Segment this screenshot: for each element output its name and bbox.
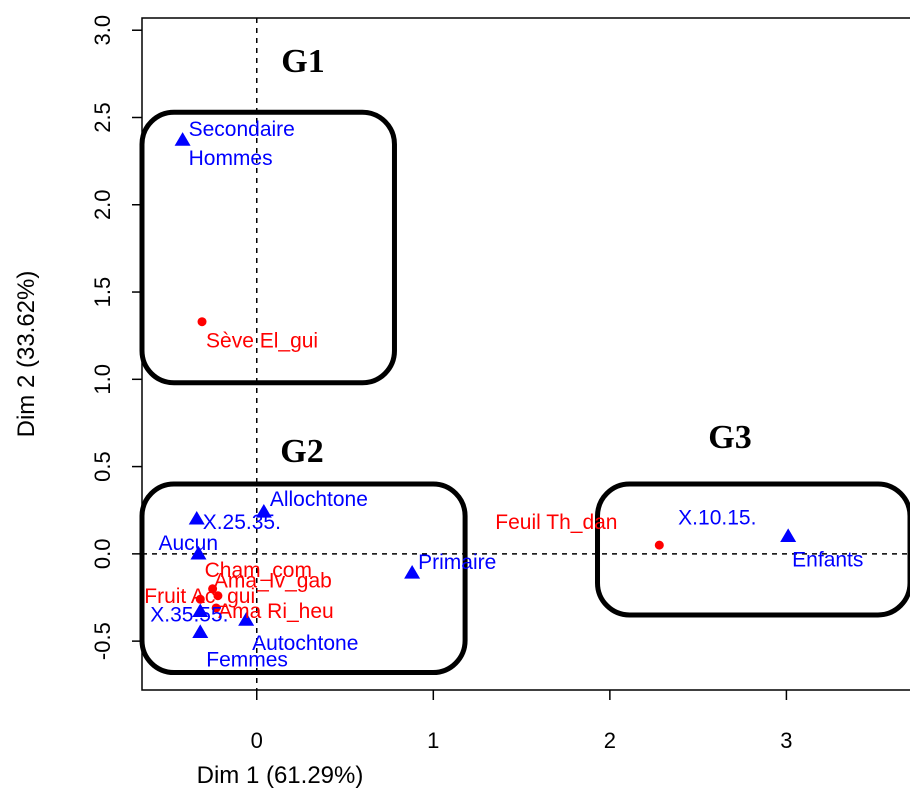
x-tick-label: 1: [427, 728, 439, 753]
point-label: Secondaire: [189, 118, 295, 141]
point-label: Primaire: [418, 551, 496, 574]
group-box-g1: [139, 109, 397, 386]
group-label-g3: G3: [708, 419, 751, 456]
point-label: X.10.15.: [678, 506, 756, 529]
point-label: X.35.55.: [150, 603, 228, 626]
point-label: Femmes: [206, 648, 288, 671]
point-marker: [192, 624, 209, 638]
point-marker: [192, 603, 209, 618]
point-marker: [780, 528, 797, 542]
point-marker: [208, 584, 218, 594]
point-label: Autochtone: [252, 632, 358, 655]
point-label: Hommes: [189, 147, 273, 170]
y-tick-label: 2.5: [90, 102, 115, 133]
x-axis: 0 1 2 3: [251, 690, 793, 753]
point-label: Ama Ri_heu: [218, 600, 334, 623]
point-label: X.25.35.: [203, 511, 281, 534]
y-axis-title: Dim 2 (33.62%): [13, 271, 40, 438]
point-marker: [190, 545, 207, 560]
point-label: Allochtone: [270, 488, 368, 511]
group-label-g2: G2: [280, 433, 323, 470]
point-marker: [654, 540, 664, 550]
point-marker: [255, 503, 272, 518]
x-tick-label: 0: [251, 728, 263, 753]
point-marker: [213, 591, 223, 601]
group-label-g1: G1: [281, 43, 324, 80]
x-axis-title: Dim 1 (61.29%): [197, 762, 364, 789]
y-tick-label: 2.0: [90, 189, 115, 220]
point-marker: [211, 603, 221, 613]
point-label: Aucun: [158, 532, 218, 555]
y-tick-label: 1.5: [90, 277, 115, 308]
y-tick-label: 0.0: [90, 539, 115, 570]
y-tick-label: 1.0: [90, 364, 115, 395]
point-marker: [238, 612, 255, 626]
y-axis: -0.5 0.0 0.5 1.0 1.5 2.0 2.5 3.0: [90, 15, 142, 660]
y-tick-label: -0.5: [90, 622, 115, 660]
point-labels: Sève El_gui Feuil Th_dan Cham_comAma_Iv_ga…: [144, 118, 863, 671]
y-tick-label: 3.0: [90, 15, 115, 46]
x-tick-label: 2: [604, 728, 616, 753]
group-boxes: G1 G2 G3: [139, 43, 910, 676]
reference-lines: [142, 18, 910, 690]
x-tick-label: 3: [780, 728, 792, 753]
group-box-g2: [139, 481, 468, 676]
point-label: Fruit Ac_gui: [144, 585, 255, 608]
data-points: [174, 132, 797, 638]
point-label: Sève El_gui: [206, 330, 318, 353]
point-marker: [195, 594, 205, 604]
point-marker: [188, 510, 205, 525]
point-marker: [174, 132, 191, 146]
point-marker: [197, 317, 207, 327]
point-marker: [404, 565, 421, 579]
point-label: Ama_Iv_gab: [214, 570, 332, 593]
y-tick-label: 0.5: [90, 451, 115, 482]
point-label: Cham_com: [205, 559, 312, 582]
point-label: Enfants: [792, 548, 863, 571]
point-label: Feuil Th_dan: [495, 511, 617, 534]
